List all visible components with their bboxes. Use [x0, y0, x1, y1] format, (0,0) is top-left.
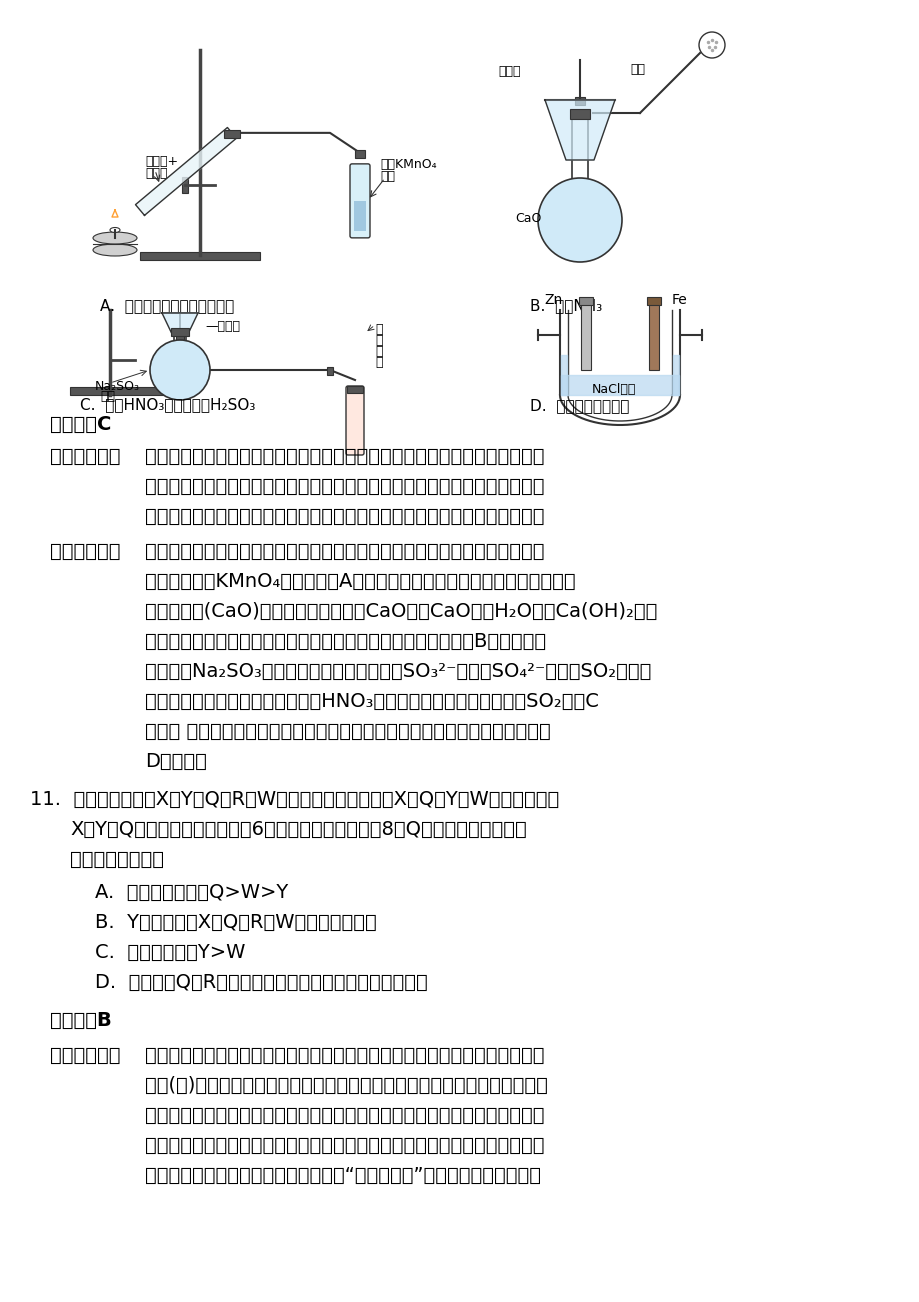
Text: 硝酸滴入Na₂SO₃固体中，其一，浓硝酸易将SO₃²⁻氧化成SO₄²⁻，而无SO₂生成。: 硝酸滴入Na₂SO₃固体中，其一，浓硝酸易将SO₃²⁻氧化成SO₄²⁻，而无SO… — [145, 661, 651, 681]
FancyBboxPatch shape — [349, 164, 369, 238]
Polygon shape — [561, 375, 678, 395]
Text: A.  验证石蜡油发生了裂化反应: A. 验证石蜡油发生了裂化反应 — [100, 298, 234, 312]
Text: 酸性KMnO₄: 酸性KMnO₄ — [380, 158, 437, 171]
Polygon shape — [544, 100, 614, 160]
Text: 其二，浓硝酸有挥发性，挥发出的HNO₃能使试管中品红溶液褪色（非SO₂），C: 其二，浓硝酸有挥发性，挥发出的HNO₃能使试管中品红溶液褪色（非SO₂），C — [145, 691, 598, 711]
Text: NaCl溶液: NaCl溶液 — [591, 383, 636, 396]
Text: 溶: 溶 — [375, 345, 382, 358]
Text: 物性质之间关系等知识的理解与运用，重点检测学生是否对已学知识融会贯通: 物性质之间关系等知识的理解与运用，重点检测学生是否对已学知识融会贯通 — [145, 1105, 544, 1125]
Text: C.  单质的沸点：Y>W: C. 单质的沸点：Y>W — [95, 943, 245, 962]
Text: 项错误 锌比铁活泼，用金属锌和铁构成原电池，称为牺牲阳极的阴极保护法，: 项错误 锌比铁活泼，用金属锌和铁构成原电池，称为牺牲阳极的阴极保护法， — [145, 723, 550, 741]
Circle shape — [698, 33, 724, 59]
Bar — [223, 130, 240, 138]
Ellipse shape — [93, 232, 137, 243]
Bar — [326, 367, 333, 375]
Text: D.  工业上，Q、R的单质都采用电解熔融氯化物的方法制取: D. 工业上，Q、R的单质都采用电解熔融氯化物的方法制取 — [95, 973, 427, 992]
Text: 棉花: 棉花 — [630, 62, 644, 76]
Text: 浓氨水: 浓氨水 — [497, 65, 520, 78]
Bar — [176, 335, 184, 340]
Text: 红: 红 — [375, 335, 382, 348]
Polygon shape — [135, 128, 236, 215]
Text: 【解题思路】: 【解题思路】 — [50, 542, 120, 561]
Text: 下列说法正确的是: 下列说法正确的是 — [70, 850, 164, 868]
Text: 11.  短周期主族元素X、Y、Q、R、W的原子序数依次增大，X与Q、Y与W分别同主族，: 11. 短周期主族元素X、Y、Q、R、W的原子序数依次增大，X与Q、Y与W分别同… — [30, 790, 559, 809]
Text: B.  制取NH₃: B. 制取NH₃ — [529, 298, 602, 312]
Text: CaO: CaO — [515, 212, 540, 225]
Text: X、Y、Q原子的电子层数之和为6且最外层电子数之和为8，Q的焰色反应呈黄色。: X、Y、Q原子的电子层数之和为6且最外层电子数之和为8，Q的焰色反应呈黄色。 — [70, 820, 527, 838]
Bar — [570, 109, 589, 118]
Bar — [581, 299, 590, 370]
Text: Na₂SO₃: Na₂SO₃ — [95, 380, 140, 393]
Text: 本题考查常见物质的制取、性质检验、鉴别、判断等中学化学实验基础知识和: 本题考查常见物质的制取、性质检验、鉴别、判断等中学化学实验基础知识和 — [145, 447, 544, 466]
Bar — [578, 297, 593, 305]
Text: 族元素的有关知识，能理解和运用元素“位－构－性”的关系，对元素的简单: 族元素的有关知识，能理解和运用元素“位－构－性”的关系，对元素的简单 — [145, 1167, 540, 1185]
Text: 石蜡油的主要成分是饱和烷烃，在催化剂加热条件下发生催化裂化，裂化得到: 石蜡油的主要成分是饱和烷烃，在催化剂加热条件下发生催化裂化，裂化得到 — [145, 542, 544, 561]
Text: 水与生石灰(CaO)反应，将浓氨水滴入CaO中，CaO结合H₂O生成Ca(OH)₂并放: 水与生石灰(CaO)反应，将浓氨水滴入CaO中，CaO结合H₂O生成Ca(OH)… — [145, 602, 657, 621]
Text: 实验基本技能。知识点多、信息量大，迷惑性强。引导学生回归课本，关注化: 实验基本技能。知识点多、信息量大，迷惑性强。引导学生回归课本，关注化 — [145, 477, 544, 496]
Text: C.  证明HNO₃的酸性强于H₂SO₃: C. 证明HNO₃的酸性强于H₂SO₃ — [80, 397, 255, 411]
Bar — [171, 328, 188, 336]
Text: —浓硝酸: —浓硝酸 — [205, 320, 240, 333]
Text: 的烯烃使酸性KMnO₄溶液褪色，A项正确；实验室快速制取氨气时，常用浓氨: 的烯烃使酸性KMnO₄溶液褪色，A项正确；实验室快速制取氨气时，常用浓氨 — [145, 572, 575, 591]
Bar — [70, 387, 170, 395]
Text: 【命题立意】: 【命题立意】 — [50, 447, 120, 466]
Bar — [648, 299, 658, 370]
Text: Zn: Zn — [543, 293, 562, 307]
Text: 催化剂: 催化剂 — [145, 167, 167, 180]
Bar — [646, 297, 660, 305]
Text: 溶液: 溶液 — [380, 171, 394, 184]
Text: 本题围绕元素在周期表中位置、原子结构及元素有关性质，考查学生对元素周: 本题围绕元素在周期表中位置、原子结构及元素有关性质，考查学生对元素周 — [145, 1046, 544, 1065]
Ellipse shape — [110, 228, 119, 233]
Bar — [574, 98, 584, 105]
Bar — [182, 177, 187, 193]
Text: D.  牺牲阳极保护钢铁: D. 牺牲阳极保护钢铁 — [529, 398, 629, 413]
Text: 【答案】C: 【答案】C — [50, 415, 111, 434]
Text: Fe: Fe — [671, 293, 687, 307]
Text: 【答案】B: 【答案】B — [50, 1010, 111, 1030]
Ellipse shape — [93, 243, 137, 256]
Bar — [346, 385, 363, 393]
Text: 【命题立意】: 【命题立意】 — [50, 1046, 120, 1065]
Bar — [355, 150, 365, 158]
Bar — [354, 201, 366, 230]
Text: 学在生产、生活中的应用，加强对实验中易错、易混等薄弱环节的辨析能力。: 学在生产、生活中的应用，加强对实验中易错、易混等薄弱环节的辨析能力。 — [145, 506, 544, 526]
Text: 液: 液 — [375, 355, 382, 368]
Circle shape — [538, 178, 621, 262]
Text: B.  Y的单质能与X、Q、R、W的单质发生反应: B. Y的单质能与X、Q、R、W的单质发生反应 — [95, 913, 377, 932]
Text: 期表(律)、原子结构、离子半径、物质熔沸点、物质制备方法、元素及其化合: 期表(律)、原子结构、离子半径、物质熔沸点、物质制备方法、元素及其化合 — [145, 1075, 548, 1095]
Text: A.  简单离子半径：Q>W>Y: A. 简单离子半径：Q>W>Y — [95, 883, 288, 902]
Text: 及分析、推理解决问题的能力。要求学生熟练掌握元素周期表特别是短周期主: 及分析、推理解决问题的能力。要求学生熟练掌握元素周期表特别是短周期主 — [145, 1137, 544, 1155]
Text: 品: 品 — [375, 323, 382, 336]
Text: 石蜡油+: 石蜡油+ — [145, 155, 178, 168]
Polygon shape — [162, 312, 198, 335]
Text: 出大量的热，促使氨气逸出，产生的氨气用向下排空气法收集，B项正确；浓: 出大量的热，促使氨气逸出，产生的氨气用向下排空气法收集，B项正确；浓 — [145, 631, 546, 651]
Circle shape — [150, 340, 210, 400]
Bar — [140, 253, 260, 260]
Text: D项正确。: D项正确。 — [145, 753, 207, 771]
Text: 固体: 固体 — [100, 391, 115, 404]
FancyBboxPatch shape — [346, 385, 364, 454]
